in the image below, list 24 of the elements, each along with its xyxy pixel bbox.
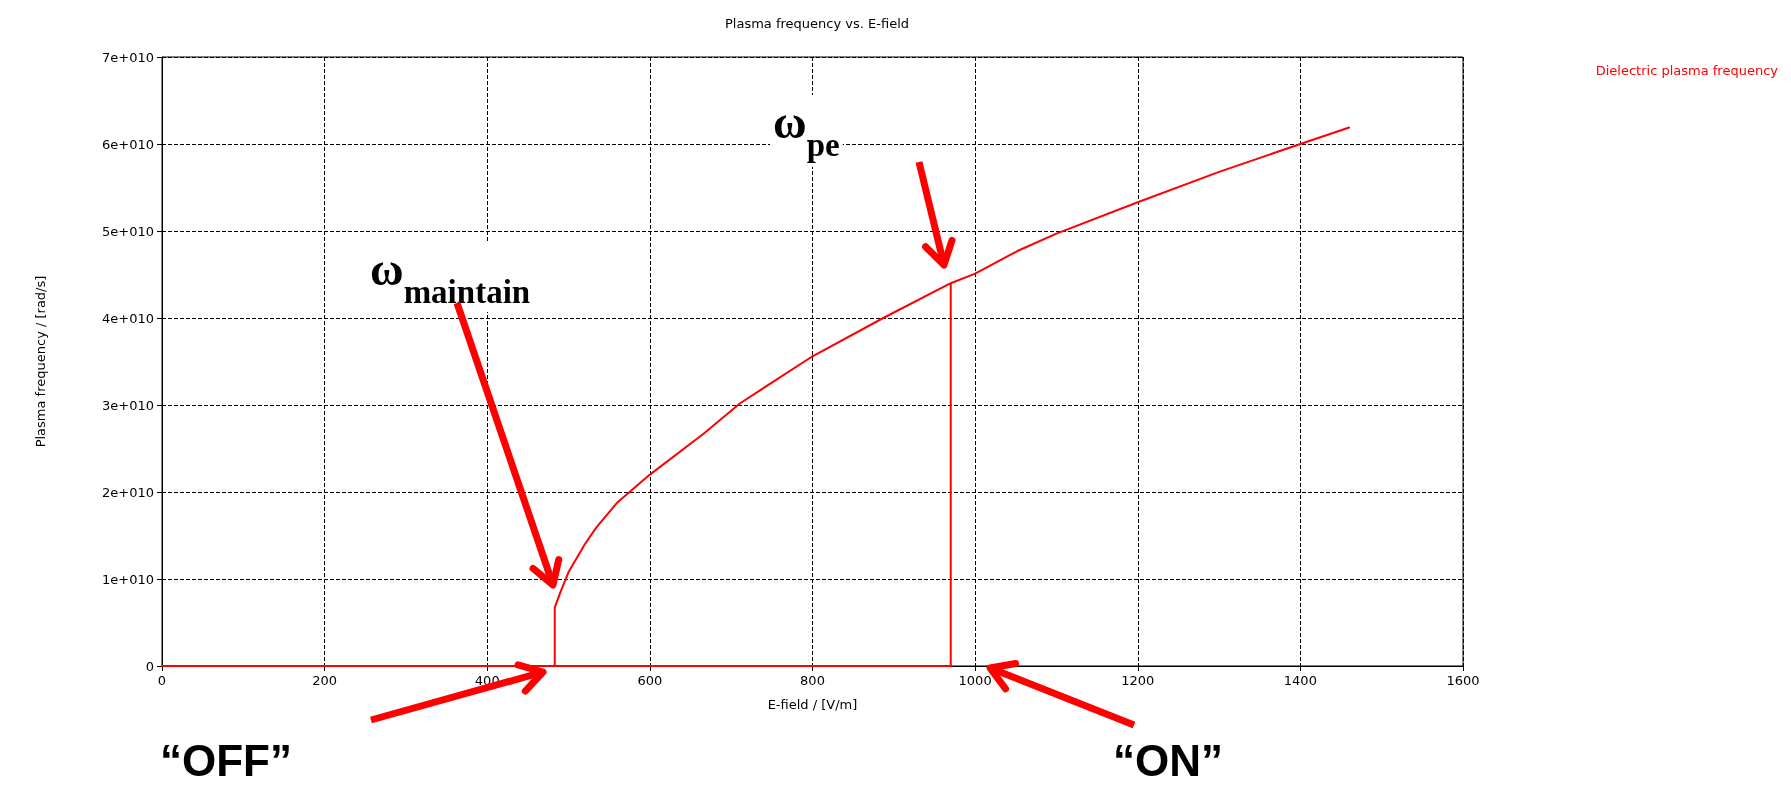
chart-title: Plasma frequency vs. E-field (725, 16, 909, 31)
y-tick-label: 7e+010 (102, 49, 154, 65)
text: “ON” (1113, 736, 1223, 785)
x-tick-label: 800 (800, 673, 825, 688)
y-axis-title: Plasma frequency / [rad/s] (33, 275, 48, 448)
x-tick-label: 200 (312, 673, 338, 688)
text: Dielectric plasma frequency (1595, 62, 1779, 78)
y-tick-label: 1e+010 (102, 571, 154, 587)
text: “OFF” (160, 736, 292, 785)
y-tick-label: 5e+010 (102, 223, 154, 239)
y-tick-label: 3e+010 (102, 397, 154, 413)
x-tick-label: 1000 (958, 673, 992, 688)
y-tick-label: 0 (145, 658, 154, 674)
y-tick-label: 4e+010 (102, 310, 154, 326)
y-tick-label: 6e+010 (102, 136, 154, 152)
y-tick-label: 2e+010 (102, 484, 154, 500)
x-tick-label: 1600 (1446, 673, 1480, 688)
x-tick-label: 0 (157, 673, 167, 688)
annotation: ω$_{pe}$ (773, 97, 840, 163)
x-tick-label: 1400 (1283, 673, 1317, 688)
x-tick-label: 1200 (1121, 673, 1155, 688)
x-tick-label: 600 (637, 673, 663, 688)
x-axis-title: E-field / [V/m] (767, 697, 858, 712)
annotation: ω$_{maintain}$ (370, 244, 531, 310)
